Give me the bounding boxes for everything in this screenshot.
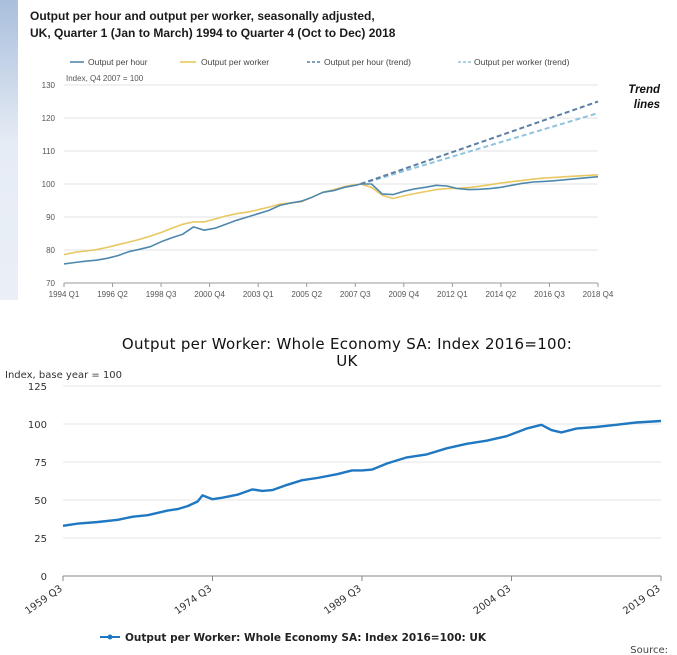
chart1-title-line2: UK, Quarter 1 (Jan to March) 1994 to Qua…	[30, 26, 396, 40]
chart2-x-tick-label: 1989 Q3	[322, 583, 363, 617]
chart1-grid	[64, 84, 598, 284]
chart2-grid	[63, 385, 661, 577]
chart2-card	[0, 300, 677, 655]
chart2-legend[interactable]: Output per Worker: Whole Economy SA: Ind…	[100, 632, 487, 644]
chart2-y-tick-label: 50	[34, 496, 47, 507]
legend-label-output-per-worker: Output per worker	[201, 57, 269, 67]
chart1-y-tick-label: 110	[42, 147, 55, 156]
chart1-title-line1: Output per hour and output per worker, s…	[30, 9, 375, 23]
chart1-x-tick-label: 2014 Q2	[486, 290, 517, 299]
chart1-series	[63, 100, 599, 265]
chart1-x-tick-label: 2000 Q4	[194, 290, 225, 299]
chart1-x-tick-label: 2012 Q1	[437, 290, 468, 299]
chart1-y-ticks: 70 80 90 100 110 120 130	[42, 81, 56, 288]
chart2-y-tick-label: 25	[34, 534, 47, 545]
chart1-x-tick-label: 1998 Q3	[146, 290, 177, 299]
chart2-x-tick-label: 1959 Q3	[23, 583, 64, 617]
trend-lines-annotation-line1: Trend	[628, 84, 661, 96]
chart1-y-tick-label: 100	[42, 180, 56, 189]
chart2-series-line	[62, 419, 662, 527]
trend-lines-annotation-line2: lines	[634, 99, 660, 111]
chart1-legend: Output per hour Output per worker Output…	[70, 57, 570, 67]
chart2-ylabel: Index, base year = 100	[5, 370, 122, 381]
chart1-x-tick-label: 1996 Q2	[97, 290, 128, 299]
chart1-series-line-1	[63, 174, 599, 256]
chart1-x-tick-label: 2003 Q1	[243, 290, 274, 299]
chart2-title-line1: Output per Worker: Whole Economy SA: Ind…	[122, 335, 572, 353]
chart2-y-tick-label: 100	[28, 420, 47, 431]
chart2-series	[62, 419, 662, 527]
chart1-series-line-2	[360, 100, 599, 185]
chart2-x-tick-label: 1974 Q3	[173, 583, 214, 617]
legend-label-output-per-hour: Output per hour	[88, 57, 148, 67]
chart2-x-tick-label: 2004 Q3	[472, 583, 513, 617]
chart2-legend-marker	[107, 634, 113, 640]
chart2-y-tick-label: 125	[28, 382, 47, 393]
chart1-ylabel: Index, Q4 2007 = 100	[66, 74, 144, 83]
chart1-x-ticks: 1994 Q1 1996 Q2 1998 Q3 2000 Q4 2003 Q1 2005 …	[49, 283, 614, 299]
chart1-x-tick-label: 2016 Q3	[534, 290, 565, 299]
chart2-y-ticks: 0 25 50 75 100 125	[28, 382, 47, 583]
chart2-y-tick-label: 75	[34, 458, 47, 469]
chart2-x-tick-label: 2019 Q3	[621, 583, 662, 617]
chart1-y-tick-label: 130	[42, 81, 56, 90]
chart2-x-ticks: 1959 Q3 1974 Q3 1989 Q3 2004 Q3 2019 Q3	[23, 576, 663, 617]
legend-label-output-per-hour-trend: Output per hour (trend)	[324, 57, 411, 67]
chart1-y-tick-label: 70	[46, 279, 55, 288]
chart1-y-tick-label: 120	[42, 114, 56, 123]
chart1-x-tick-label: 2018 Q4	[583, 290, 614, 299]
chart2-y-tick-label: 0	[41, 572, 47, 583]
chart1-series-line-3	[360, 112, 599, 185]
legend-label-output-per-worker-trend: Output per worker (trend)	[474, 57, 570, 67]
chart1-series-line-0	[63, 175, 599, 265]
source-label: Source:	[630, 645, 668, 655]
chart2-legend-label[interactable]: Output per Worker: Whole Economy SA: Ind…	[125, 632, 487, 644]
chart1-y-tick-label: 90	[46, 213, 55, 222]
chart1-x-tick-label: 2005 Q2	[291, 290, 322, 299]
chart1-x-tick-label: 2007 Q3	[340, 290, 371, 299]
chart1-y-tick-label: 80	[46, 246, 55, 255]
chart2-title-line2: UK	[336, 352, 358, 370]
chart1-x-tick-label: 1994 Q1	[49, 290, 80, 299]
chart1-x-tick-label: 2009 Q4	[388, 290, 419, 299]
